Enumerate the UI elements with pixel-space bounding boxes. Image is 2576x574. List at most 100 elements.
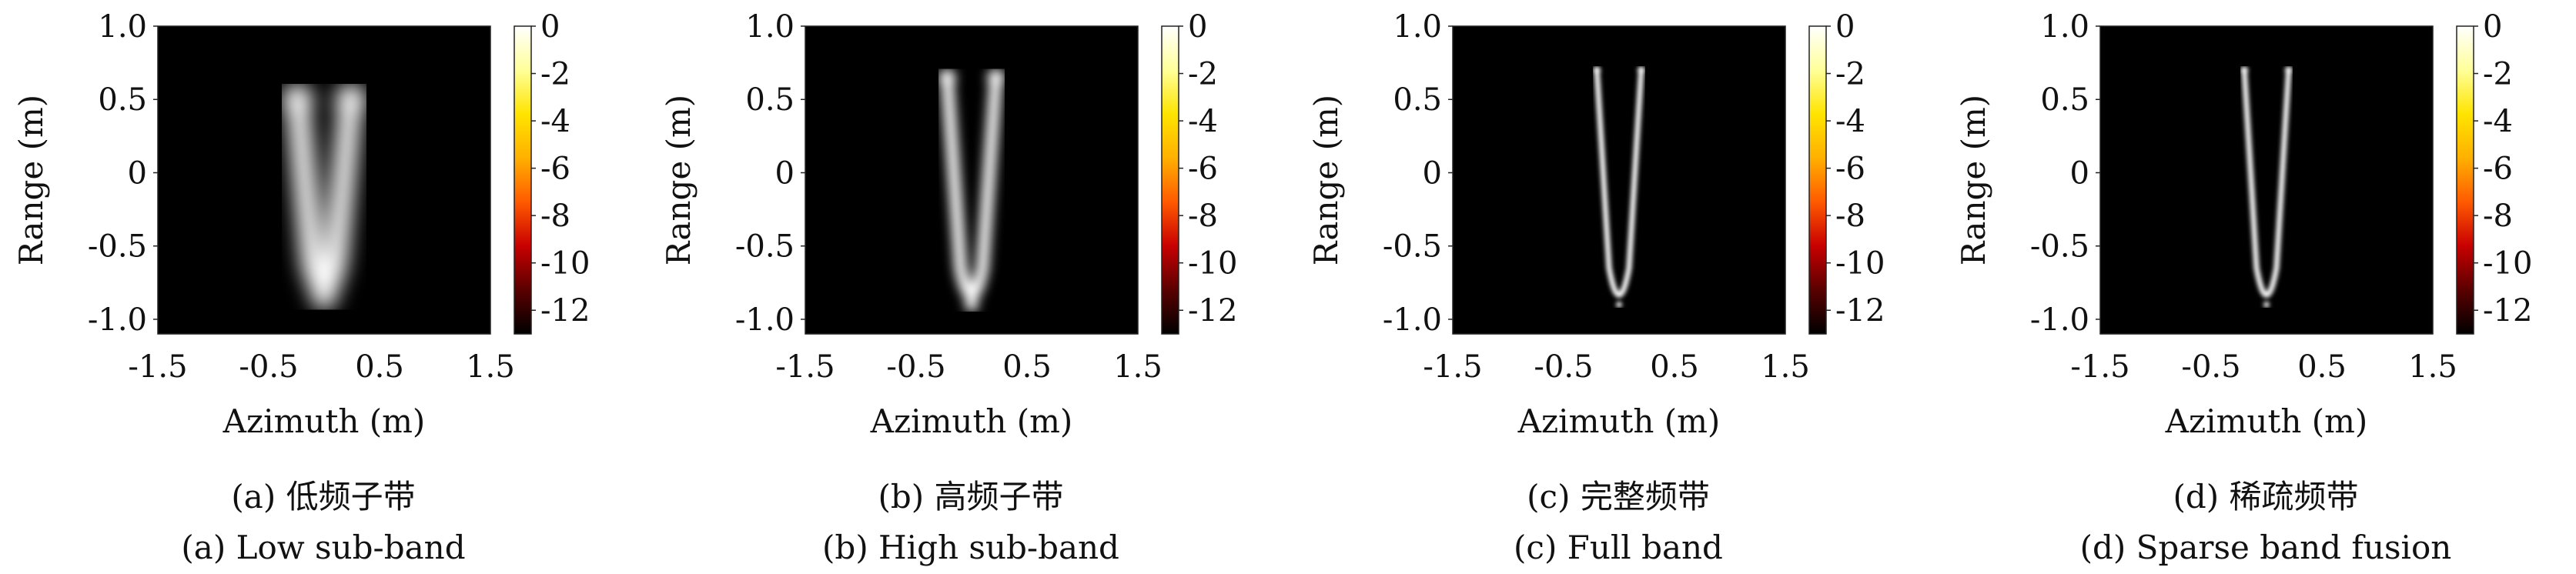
plot-frame xyxy=(805,25,1139,335)
colorbar-tick-label: -10 xyxy=(1835,246,1885,282)
colorbar-tick-label: -8 xyxy=(540,199,570,234)
x-tick-label: 1.5 xyxy=(1761,349,1810,385)
colorbar-tick-label: 0 xyxy=(1835,9,1855,45)
plot-area xyxy=(1453,26,1785,334)
y-tick-label: 0.5 xyxy=(745,82,795,118)
plot-area xyxy=(805,26,1138,334)
y-tick-label: 1.0 xyxy=(1393,9,1442,45)
y-tick-label: -0.5 xyxy=(735,229,795,265)
x-tick-label: -1.5 xyxy=(128,349,187,385)
colorbar-tick-label: -6 xyxy=(540,152,570,187)
y-tick-label: -0.5 xyxy=(2030,229,2089,265)
x-tick-label: -1.5 xyxy=(1423,349,1482,385)
plot-frame xyxy=(1452,25,1786,335)
y-tick-label: -1.0 xyxy=(88,302,147,338)
caption-en: (c) Full band xyxy=(1514,529,1723,566)
colorbar-tick-label: -8 xyxy=(2483,199,2513,234)
plot-frame xyxy=(157,25,491,335)
colorbar-tick-label: 0 xyxy=(540,9,560,45)
colorbar-tick-label: 0 xyxy=(2483,9,2502,45)
colorbar-tick-label: 0 xyxy=(1188,9,1207,45)
y-tick-label: 0 xyxy=(2070,155,2089,191)
chart-panel-1: 1.0 0.5 0 -0.5 -1.0 -1.5 -0.5 0.5 1.5 Azimuth (m)… xyxy=(12,9,590,566)
x-tick-label: 1.5 xyxy=(1113,349,1163,385)
y-tick-label: 0 xyxy=(775,155,795,191)
y-tick-label: -1.0 xyxy=(1383,302,1442,338)
caption-cn: (d) 稀疏频带 xyxy=(2173,478,2358,516)
chart-panel-2: 1.0 0.5 0 -0.5 -1.0 -1.5 -0.5 0.5 1.5 Azimuth (m)… xyxy=(660,9,1237,566)
x-tick-label: -1.5 xyxy=(2070,349,2129,385)
colorbar-tick-label: -4 xyxy=(2483,104,2513,139)
x-tick-label: 1.5 xyxy=(2408,349,2457,385)
x-axis-label: Azimuth (m) xyxy=(870,402,1073,440)
colorbar-tick-label: -12 xyxy=(540,293,590,329)
chart-panel-4: 1.0 0.5 0 -0.5 -1.0 -1.5 -0.5 0.5 1.5 Azimuth (m)… xyxy=(1955,9,2532,566)
colorbar-tick-label: -12 xyxy=(2483,293,2532,329)
heatmap-image xyxy=(282,84,366,310)
x-tick-label: 0.5 xyxy=(1650,349,1699,385)
y-tick-label: 1.0 xyxy=(98,9,147,45)
x-tick-label: -0.5 xyxy=(2181,349,2240,385)
colorbar-tick-label: -2 xyxy=(540,57,570,92)
colorbar xyxy=(514,25,532,335)
caption-cn: (c) 完整频带 xyxy=(1527,478,1710,516)
y-tick-label: 1.0 xyxy=(745,9,795,45)
colorbar-tick-label: -6 xyxy=(1188,152,1218,187)
heatmap-image xyxy=(938,68,1005,312)
colorbar-tick-label: -10 xyxy=(1188,246,1237,282)
y-tick-label: -0.5 xyxy=(1383,229,1442,265)
y-tick-label: -1.0 xyxy=(2030,302,2089,338)
colorbar-tick-label: -6 xyxy=(1835,152,1865,187)
x-axis-label: Azimuth (m) xyxy=(222,402,426,440)
colorbar-tick-label: -8 xyxy=(1835,199,1865,234)
plot-area xyxy=(2100,26,2433,334)
y-tick-label: 0.5 xyxy=(98,82,147,118)
heatmap-image xyxy=(1593,66,1645,308)
y-tick-label: -1.0 xyxy=(735,302,795,338)
y-tick-label: 0 xyxy=(128,155,147,191)
colorbar-tick-label: -8 xyxy=(1188,199,1218,234)
heatmap-image xyxy=(2240,66,2293,308)
x-axis-label: Azimuth (m) xyxy=(1517,402,1721,440)
colorbar xyxy=(2456,25,2474,335)
caption-cn: (a) 低频子带 xyxy=(231,478,415,516)
y-tick-label: 0.5 xyxy=(2040,82,2089,118)
x-tick-label: -0.5 xyxy=(239,349,298,385)
colorbar xyxy=(1808,25,1827,335)
colorbar-tick-label: -2 xyxy=(1835,57,1865,92)
x-tick-label: -0.5 xyxy=(886,349,945,385)
caption-en: (d) Sparse band fusion xyxy=(2080,529,2452,566)
x-tick-label: -1.5 xyxy=(775,349,835,385)
caption-cn: (b) 高频子带 xyxy=(878,478,1063,516)
y-axis-label: Range (m) xyxy=(1307,95,1345,265)
colorbar-tick-label: -4 xyxy=(540,104,570,139)
x-tick-label: 1.5 xyxy=(466,349,515,385)
chart-panel-3: 1.0 0.5 0 -0.5 -1.0 -1.5 -0.5 0.5 1.5 Azimuth (m)… xyxy=(1307,9,1885,566)
colorbar-tick-label: -12 xyxy=(1835,293,1885,329)
x-tick-label: 0.5 xyxy=(355,349,404,385)
colorbar-tick-label: -12 xyxy=(1188,293,1237,329)
y-axis-label: Range (m) xyxy=(12,95,50,265)
y-tick-label: 1.0 xyxy=(2040,9,2089,45)
y-tick-label: 0.5 xyxy=(1393,82,1442,118)
caption-en: (b) High sub-band xyxy=(822,529,1119,566)
colorbar-tick-label: -2 xyxy=(2483,57,2513,92)
colorbar xyxy=(1161,25,1179,335)
caption-en: (a) Low sub-band xyxy=(181,529,465,566)
colorbar-tick-label: -4 xyxy=(1835,104,1865,139)
x-tick-label: -0.5 xyxy=(1534,349,1593,385)
plot-frame xyxy=(2099,25,2434,335)
x-axis-label: Azimuth (m) xyxy=(2165,402,2368,440)
colorbar-tick-label: -4 xyxy=(1188,104,1218,139)
y-axis-label: Range (m) xyxy=(1955,95,1992,265)
x-tick-label: 0.5 xyxy=(1002,349,1052,385)
colorbar-tick-label: -6 xyxy=(2483,152,2513,187)
y-axis-label: Range (m) xyxy=(660,95,698,265)
colorbar-tick-label: -10 xyxy=(2483,246,2532,282)
colorbar-tick-label: -10 xyxy=(540,246,590,282)
y-tick-label: -0.5 xyxy=(88,229,147,265)
y-tick-label: 0 xyxy=(1423,155,1442,191)
x-tick-label: 0.5 xyxy=(2297,349,2347,385)
colorbar-tick-label: -2 xyxy=(1188,57,1218,92)
